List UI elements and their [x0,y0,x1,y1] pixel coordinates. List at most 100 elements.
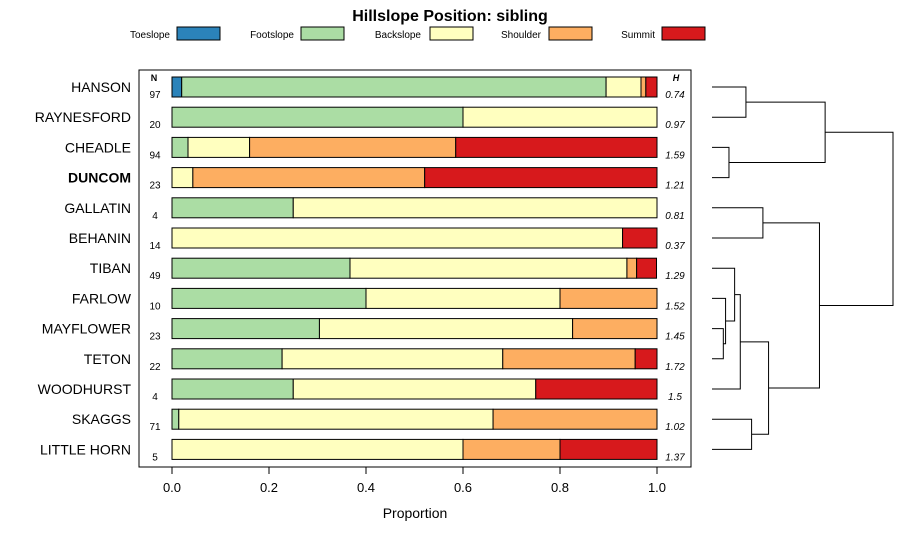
bar-segment-behanin-backslope [171,227,624,249]
n-value-hanson: 97 [149,90,161,101]
bar-segment-cheadle-backslope [187,136,251,158]
x-axis: 0.0 0.2 0.4 0.6 0.8 1.0 [163,467,666,495]
dendrogram-link [712,146,730,179]
legend-swatch-backslope [429,26,474,41]
row-label-farlow: FARLOW [72,290,132,306]
dendrogram-link [740,341,770,435]
h-value-little-horn: 1.37 [665,452,685,463]
row-labels: HANSON RAYNESFORD CHEADLE DUNCOM GALLATIN BEH… [35,79,132,457]
bar-segment-hanson-backslope [605,76,642,98]
row-label-raynesford: RAYNESFORD [35,109,131,125]
bar-segment-teton-summit [634,348,658,370]
legend-swatch-summit [661,26,706,41]
bar-segment-farlow-backslope [365,287,561,309]
dendrogram-link [712,328,724,360]
n-value-woodhurst: 4 [152,392,158,403]
h-column-header: H [673,73,680,83]
x-tick-label-0-0: 0.0 [163,480,181,495]
row-label-teton: TETON [84,351,131,367]
x-tick-label-0-4: 0.4 [357,480,375,495]
bar-segment-tiban-shoulder [626,257,638,279]
dendrogram-link [712,267,736,322]
row-label-little-horn: LITTLE HORN [40,441,131,457]
bar-segment-behanin-summit [622,227,658,249]
bar-segment-raynesford-footslope [171,106,464,128]
n-value-gallatin: 4 [152,211,158,222]
h-value-teton: 1.72 [665,362,685,373]
bar-segment-tiban-backslope [349,257,628,279]
bar-segment-skaggs-shoulder [492,408,658,430]
x-tick-label-0-8: 0.8 [551,480,569,495]
bar-segment-cheadle-summit [455,136,658,158]
h-value-cheadle: 1.59 [665,150,685,161]
bar-segment-gallatin-footslope [171,197,294,219]
bar-segment-duncom-summit [424,167,658,189]
h-value-gallatin: 0.81 [665,211,684,222]
h-value-woodhurst: 1.5 [668,392,682,403]
row-label-mayflower: MAYFLOWER [42,321,131,337]
dendrogram-link [712,418,753,450]
x-tick-label-0-2: 0.2 [260,480,278,495]
bar-segment-cheadle-footslope [171,136,189,158]
n-value-little-horn: 5 [152,452,158,463]
bar-segment-mayflower-footslope [171,318,320,340]
bar-segment-woodhurst-footslope [171,378,294,400]
x-tick-label-1-0: 1.0 [648,480,666,495]
bar-segment-teton-footslope [171,348,283,370]
bar-segment-tiban-summit [636,257,658,279]
row-label-tiban: TIBAN [90,260,131,276]
bars-group [171,76,658,460]
bar-segment-woodhurst-summit [535,378,658,400]
n-value-teton: 22 [149,362,161,373]
bar-segment-mayflower-shoulder [572,318,658,340]
row-label-skaggs: SKAGGS [72,411,131,427]
bar-segment-hanson-footslope [181,76,607,98]
bar-segment-duncom-shoulder [192,167,426,189]
x-tick-label-0-6: 0.6 [454,480,472,495]
dendrogram [712,86,894,450]
bar-segment-little-horn-shoulder [462,438,561,460]
dendrogram-link [762,222,820,389]
bar-segment-skaggs-backslope [178,408,494,430]
legend-label-summit: Summit [621,30,655,41]
bar-segment-hanson-summit [645,76,658,98]
legend-label-shoulder: Shoulder [501,30,542,41]
dendrogram-link [712,294,741,390]
bar-segment-skaggs-footslope [171,408,180,430]
n-value-farlow: 10 [149,301,161,312]
n-value-cheadle: 94 [149,150,161,161]
h-value-raynesford: 0.97 [665,120,685,131]
n-value-behanin: 14 [149,241,161,252]
bar-segment-little-horn-summit [559,438,658,460]
h-value-mayflower: 1.45 [665,332,685,343]
row-label-duncom: DUNCOM [68,170,131,186]
x-axis-label: Proportion [383,505,448,521]
bar-segment-teton-backslope [281,348,504,370]
h-value-tiban: 1.29 [665,271,685,282]
bar-segment-tiban-footslope [171,257,351,279]
bar-segment-little-horn-backslope [171,438,464,460]
bar-segment-mayflower-backslope [318,318,574,340]
bar-segment-farlow-footslope [171,287,367,309]
row-label-woodhurst: WOODHURST [38,381,132,397]
dendrogram-link [728,101,826,163]
n-value-raynesford: 20 [149,120,161,131]
bar-segment-gallatin-backslope [292,197,658,219]
chart-title: Hillslope Position: sibling [352,8,548,25]
n-value-skaggs: 71 [149,422,161,433]
legend-swatch-shoulder [548,26,593,41]
h-value-hanson: 0.74 [665,90,685,101]
bar-segment-woodhurst-backslope [292,378,537,400]
bar-segment-farlow-shoulder [559,287,658,309]
n-column-header: N [151,73,158,83]
h-value-duncom: 1.21 [665,181,684,192]
legend-swatch-toeslope [176,26,221,41]
n-labels: 97 20 94 23 4 14 49 10 23 22 4 71 5 [149,90,161,463]
legend-label-toeslope: Toeslope [130,30,170,41]
n-value-tiban: 49 [149,271,161,282]
bar-segment-raynesford-backslope [462,106,658,128]
bar-segment-teton-shoulder [502,348,636,370]
legend: Toeslope Footslope Backslope Shoulder Summit [130,26,706,41]
h-value-behanin: 0.37 [665,241,685,252]
